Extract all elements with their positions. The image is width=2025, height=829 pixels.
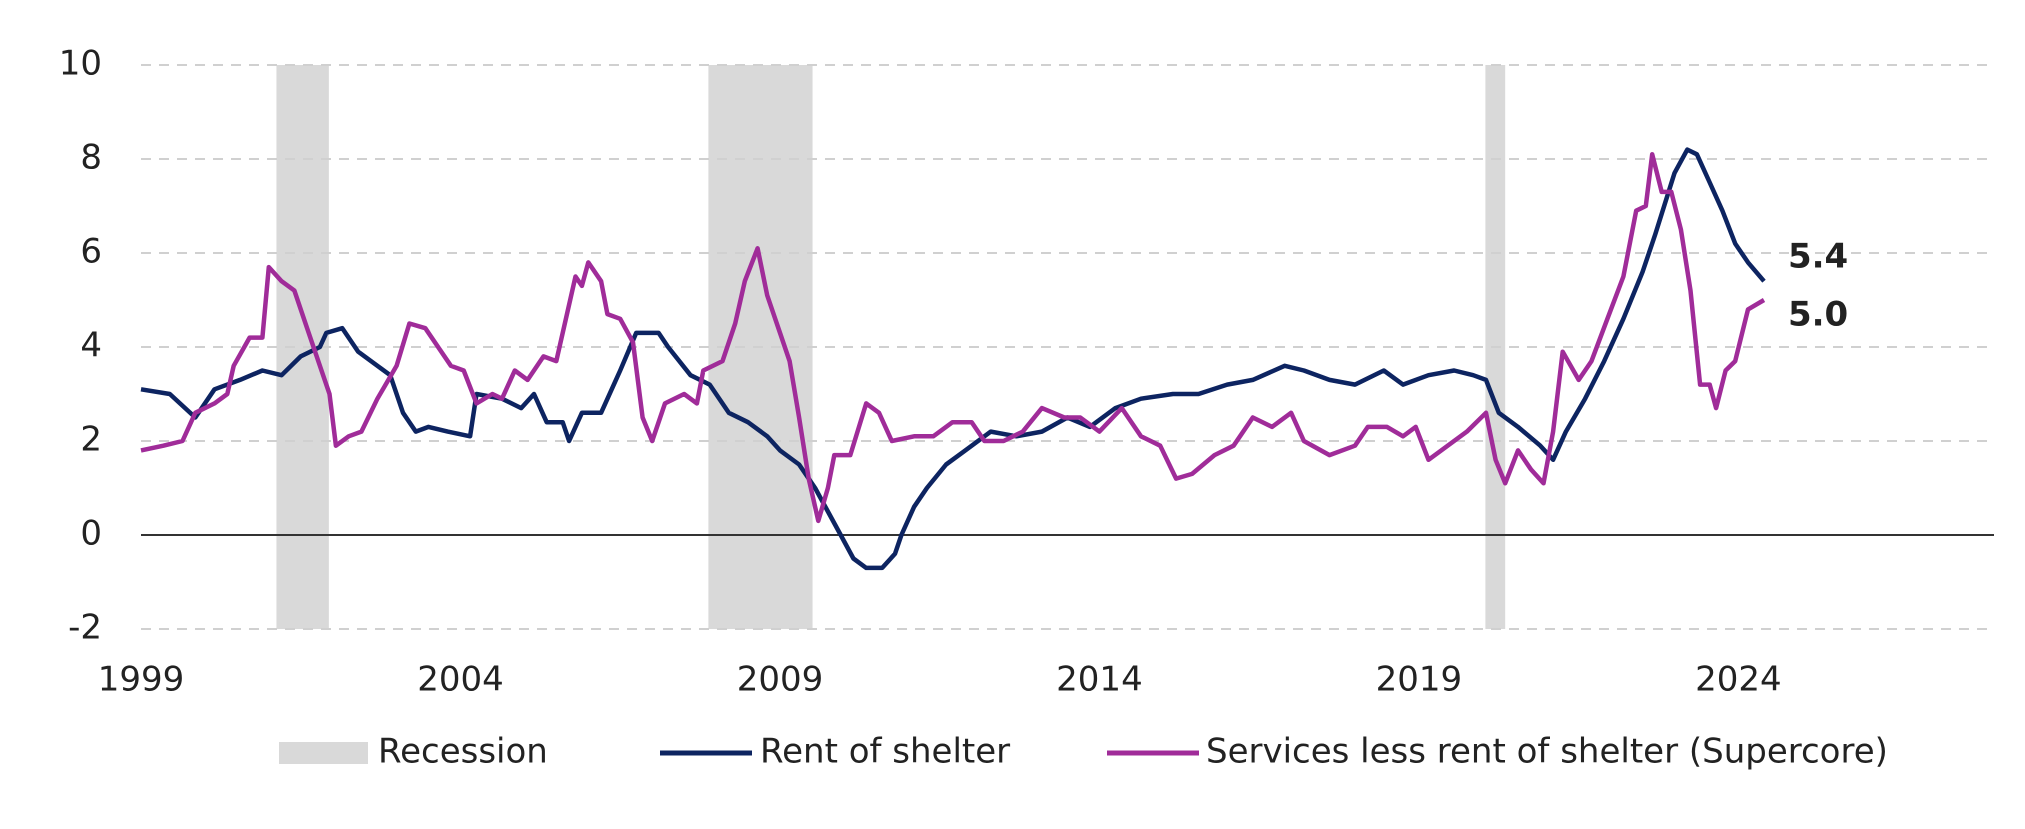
x-tick-label: 2024 <box>1695 660 1782 700</box>
y-tick-label: -2 <box>68 608 102 648</box>
y-tick-label: 8 <box>80 138 102 178</box>
x-tick-label: 2009 <box>737 660 824 700</box>
y-tick-label: 4 <box>80 326 102 366</box>
end-value-label: 5.0 <box>1788 295 1848 335</box>
legend-swatch <box>279 742 368 764</box>
legend-label: Rent of shelter <box>760 732 1010 772</box>
y-tick-label: 10 <box>59 44 102 84</box>
legend-label: Services less rent of shelter (Supercore… <box>1206 732 1888 772</box>
x-tick-label: 1999 <box>98 660 185 700</box>
x-tick-label: 2004 <box>417 660 504 700</box>
x-tick-label: 2014 <box>1056 660 1143 700</box>
series-line <box>140 152 1766 524</box>
y-tick-label: 0 <box>80 514 102 554</box>
legend-label: Recession <box>378 732 548 772</box>
x-tick-label: 2019 <box>1376 660 1463 700</box>
series-line <box>140 147 1766 571</box>
y-tick-label: 2 <box>80 420 102 460</box>
y-tick-label: 6 <box>80 232 102 272</box>
end-value-label: 5.4 <box>1788 237 1848 277</box>
